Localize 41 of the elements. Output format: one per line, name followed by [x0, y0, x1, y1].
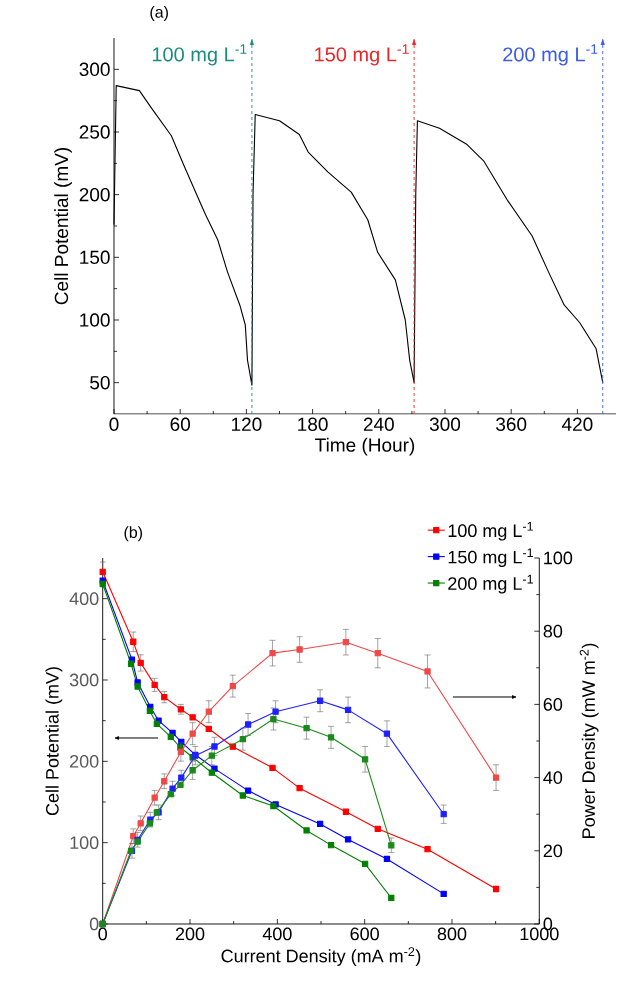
chart-title: (a) — [150, 6, 168, 21]
y2-tick-label: 20 — [543, 844, 563, 858]
y2-axis-title: Power Density (mW m$^{-2}$) — [579, 643, 599, 838]
x-tick-label: 420 — [561, 417, 593, 431]
x-tick-label: 240 — [363, 417, 394, 431]
y-tick-label: 100 — [70, 836, 99, 850]
legend-label: 100 mg L$^{-1}$ — [448, 521, 533, 541]
x-tick-label: 200 — [175, 927, 205, 941]
ref-line-label: 100 mg L$^{-1}$ — [152, 44, 247, 66]
legend-label: 150 mg L$^{-1}$ — [448, 548, 533, 568]
ref-line-label: 200 mg L$^{-1}$ — [503, 44, 598, 66]
x-axis-title: Time (Hour) — [315, 437, 415, 456]
x-tick-label: 120 — [231, 417, 262, 431]
x-tick-label: 400 — [262, 927, 292, 941]
x-tick-label: 60 — [170, 417, 191, 431]
y-tick-label: 300 — [79, 62, 110, 77]
y-axis-title: Cell Potential (mV) — [54, 148, 72, 305]
y-axis-title: Cell Potential (mV) — [45, 667, 63, 816]
y-tick-label: 300 — [69, 673, 99, 687]
x-tick-label: 800 — [437, 927, 467, 941]
x-tick-label: 0 — [109, 417, 119, 431]
x-tick-label: 360 — [496, 417, 527, 431]
y-tick-label: 150 — [80, 250, 110, 265]
y2-tick-label: 40 — [543, 771, 563, 784]
y2-tick-label: 80 — [543, 624, 563, 638]
x-axis-title: Current Density (mA m$^{-2}$) — [221, 947, 421, 966]
y-tick-label: 0 — [89, 917, 99, 931]
y2-tick-label: 60 — [543, 698, 563, 711]
ref-line-label: 150 mg L$^{-1}$ — [315, 44, 409, 66]
chart-title: (b) — [124, 526, 143, 542]
y-tick-label: 400 — [69, 592, 99, 606]
y2-tick-label: 100 — [544, 551, 573, 565]
y-tick-label: 50 — [90, 375, 110, 390]
y-tick-label: 200 — [70, 754, 99, 768]
legend-label: 200 mg L$^{-1}$ — [448, 574, 533, 594]
y-tick-label: 200 — [79, 187, 110, 202]
x-tick-label: 600 — [350, 927, 379, 941]
x-tick-label: 300 — [429, 417, 461, 431]
y-tick-label: 250 — [79, 125, 110, 139]
x-tick-label: 180 — [298, 417, 328, 431]
y-tick-label: 100 — [80, 313, 110, 327]
